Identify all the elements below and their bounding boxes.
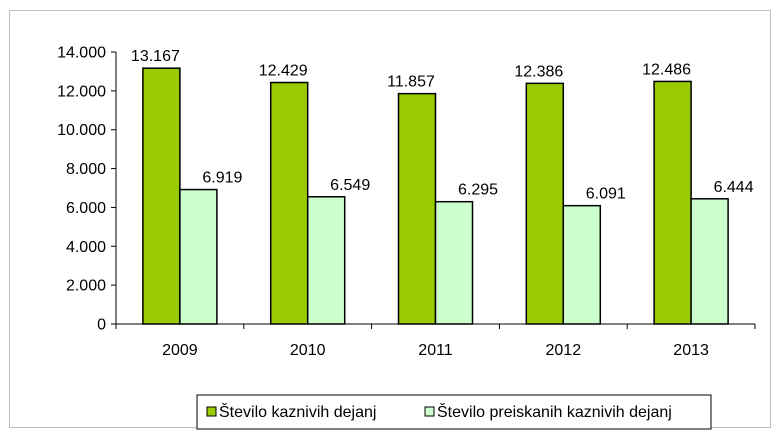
legend-swatch: [424, 406, 435, 417]
bar-kaznivih-dejanj: [653, 80, 692, 325]
bar-preiskanih-dejanj: [179, 188, 218, 325]
data-label: 6.549: [330, 177, 370, 194]
data-label: 13.167: [131, 48, 180, 65]
data-label: 6.919: [202, 170, 242, 187]
data-label: 6.295: [458, 182, 498, 199]
legend-swatch: [206, 406, 217, 417]
chart-area: [9, 10, 771, 428]
y-tick-label: 4.000: [66, 239, 106, 256]
legend-label: Število kaznivih dejanj: [219, 402, 376, 421]
data-label: 12.486: [642, 61, 691, 78]
x-category-label: 2012: [546, 342, 582, 359]
legend-label: Število preiskanih kaznivih dejanj: [437, 402, 672, 421]
x-category-label: 2010: [290, 342, 326, 359]
x-category-label: 2009: [162, 342, 198, 359]
data-label: 11.857: [387, 74, 435, 91]
y-tick-label: 10.000: [57, 122, 106, 139]
bar-preiskanih-dejanj: [306, 196, 346, 325]
bar-kaznivih-dejanj: [269, 81, 309, 325]
y-tick-label: 0: [97, 317, 106, 334]
bar-preiskanih-dejanj: [434, 200, 474, 325]
bar-preiskanih-dejanj: [562, 204, 602, 325]
y-tick-label: 12.000: [57, 83, 106, 100]
y-tick-label: 8.000: [66, 161, 106, 178]
y-tick-label: 6.000: [66, 200, 106, 217]
x-category-label: 2013: [673, 342, 709, 359]
y-tick-label: 14.000: [57, 45, 106, 62]
bar-preiskanih-dejanj: [690, 198, 729, 325]
bar-kaznivih-dejanj: [525, 82, 565, 325]
bar-kaznivih-dejanj: [142, 67, 181, 325]
y-tick-label: 2.000: [66, 278, 106, 295]
data-label: 12.429: [259, 63, 308, 80]
data-label: 12.386: [514, 63, 563, 80]
legend-box: [196, 394, 712, 430]
bar-kaznivih-dejanj: [397, 92, 437, 325]
data-label: 6.091: [586, 186, 626, 203]
x-category-label: 2011: [418, 342, 453, 359]
data-label: 6.444: [714, 179, 754, 196]
